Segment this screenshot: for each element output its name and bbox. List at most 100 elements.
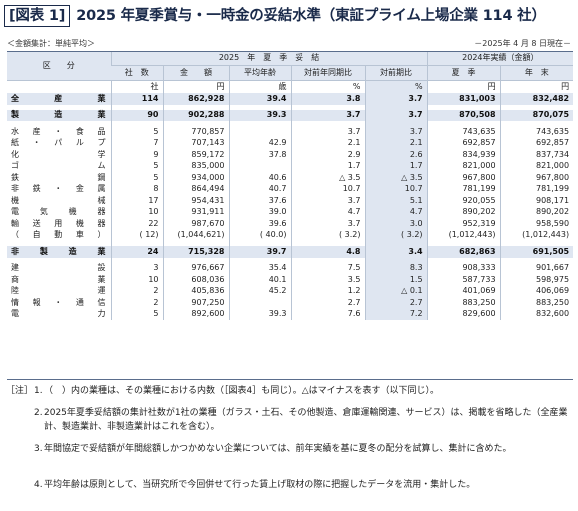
value-cell: 908,333	[426, 262, 501, 274]
value-cell: 2	[110, 285, 163, 297]
value-cell: 5	[110, 172, 163, 184]
unit-cell: 社	[110, 80, 163, 93]
value-cell: 39.4	[228, 93, 291, 105]
spacer-cell	[290, 241, 365, 246]
row-label: 非 製 造 業	[7, 246, 111, 258]
value-cell: 952,319	[426, 218, 501, 230]
row-label: 情報・通信	[11, 297, 107, 307]
value-cell: 958,590	[499, 218, 574, 230]
spacer-cell	[364, 121, 428, 126]
row-label: ゴム	[11, 161, 107, 171]
value-cell: 22	[110, 218, 163, 230]
value-cell: 834,939	[426, 149, 501, 161]
value-cell: 883,250	[499, 297, 574, 309]
spacer-cell	[290, 104, 365, 110]
spacer-cell	[162, 121, 229, 126]
spacer-cell	[110, 241, 163, 246]
value-cell: 39.3	[228, 109, 291, 121]
spacer-cell	[228, 257, 291, 263]
table-row: 全 産 業 114 862,928 39.4 3.8 3.7 831,003 832,482	[7, 93, 574, 105]
value-cell: 24	[110, 246, 163, 258]
value-cell: 831,003	[426, 93, 501, 105]
value-cell: 3.7	[290, 109, 365, 121]
value-cell: 859,172	[162, 149, 229, 161]
row-label: 非鉄・金属	[11, 184, 107, 194]
value-cell: 870,075	[499, 109, 574, 121]
value-cell: 1.7	[290, 160, 365, 172]
spacer-cell	[162, 104, 229, 110]
value-cell: 3.4	[364, 246, 428, 258]
value-cell: 10	[110, 274, 163, 286]
value-cell: 920,055	[426, 195, 501, 207]
note-text: 平均年齢は原則として、当研究所で今回併せて行った賃上げ取材の際に把握したデータを…	[44, 480, 476, 490]
row-label: 化学	[11, 149, 107, 159]
value-cell: 902,288	[162, 109, 229, 121]
value-cell: 967,800	[426, 172, 501, 184]
spacer-cell	[162, 241, 229, 246]
spacer-cell	[110, 104, 163, 110]
table-row: ゴム 5 835,000 1.7 1.7 821,000 821,000	[7, 160, 574, 172]
spacer-cell	[290, 257, 365, 263]
table-row: 水産・食品 5 770,857 3.7 3.7 743,635 743,635	[7, 126, 574, 138]
value-cell: 2.6	[364, 149, 428, 161]
unit-cell: 歳	[228, 80, 291, 93]
value-cell: 9	[110, 149, 163, 161]
value-cell: 39.7	[228, 246, 291, 258]
title-text: 2025 年夏季賞与・一時金の妥結水準（東証プライム上場企業 114 社）	[76, 8, 546, 24]
value-cell: 862,928	[162, 93, 229, 105]
notes-label: ［注］	[6, 386, 34, 396]
spacer-cell	[110, 257, 163, 263]
column-header: 対前期比	[364, 65, 428, 81]
header-2025-summer: 2025 年 夏 季 妥 結	[110, 51, 428, 66]
table-row: 機械 17 954,431 37.6 3.7 5.1 920,055 908,171	[7, 195, 574, 207]
value-cell: 8	[110, 183, 163, 195]
row-label: 輸送用機器	[11, 218, 107, 228]
value-cell: ( 3.2)	[290, 229, 365, 241]
value-cell: 3.0	[364, 218, 428, 230]
value-cell: 608,036	[162, 274, 229, 286]
value-cell: 2.1	[364, 137, 428, 149]
value-cell: 7.5	[290, 262, 365, 274]
row-label: 電気機器	[11, 207, 107, 217]
row-label: （自動車）	[11, 230, 107, 240]
value-cell: 35.4	[228, 262, 291, 274]
spacer-cell	[364, 241, 428, 246]
spacer-cell	[499, 104, 574, 110]
row-label: 全 産 業	[7, 93, 111, 105]
figure-label: [図表 1]	[4, 5, 71, 27]
spacer-cell	[364, 104, 428, 110]
column-header: 金 額	[162, 65, 229, 81]
row-label: 機械	[11, 195, 107, 205]
table-row: 電気機器 10 931,911 39.0 4.7 4.7 890,202 890,202	[7, 206, 574, 218]
value-cell: 406,069	[499, 285, 574, 297]
row-label: 電力	[11, 309, 107, 319]
value-cell: 39.3	[228, 308, 291, 320]
table-row: 商業 10 608,036 40.1 3.5 1.5 587,733 598,975	[7, 274, 574, 286]
aggregation-note: ＜金額集計：単純平均＞	[7, 39, 95, 48]
column-header: 夏 季	[426, 65, 501, 81]
value-cell: (1,044,621)	[162, 229, 229, 241]
value-cell: 2.1	[290, 137, 365, 149]
value-cell: 832,482	[499, 93, 574, 105]
table-row: （自動車）( 12) (1,044,621)( 40.0)( 3.2)( 3.2)…	[7, 229, 574, 241]
unit-cell: %	[364, 80, 428, 93]
value-cell: 5	[110, 308, 163, 320]
value-cell: 4.7	[364, 206, 428, 218]
spacer-cell	[499, 121, 574, 126]
value-cell: 3.7	[290, 195, 365, 207]
note-text: 2025年夏季妥結額の集計社数が1社の業種（ガラス・土石、その他製造、倉庫運輸関…	[44, 408, 568, 432]
value-cell: 1.2	[290, 285, 365, 297]
table-row: 電力 5 892,600 39.3 7.6 7.2 829,600 832,600	[7, 308, 574, 320]
value-cell: 3.7	[364, 126, 428, 138]
header-2024-actual: 2024年実績（金額）	[426, 51, 574, 66]
value-cell: 401,069	[426, 285, 501, 297]
value-cell: 835,000	[162, 160, 229, 172]
value-cell: 405,836	[162, 285, 229, 297]
value-cell: 743,635	[499, 126, 574, 138]
spacer-cell	[364, 257, 428, 263]
table-row	[7, 257, 574, 263]
value-cell: 890,202	[499, 206, 574, 218]
value-cell: 37.6	[228, 195, 291, 207]
value-cell: 39.0	[228, 206, 291, 218]
value-cell: 39.6	[228, 218, 291, 230]
